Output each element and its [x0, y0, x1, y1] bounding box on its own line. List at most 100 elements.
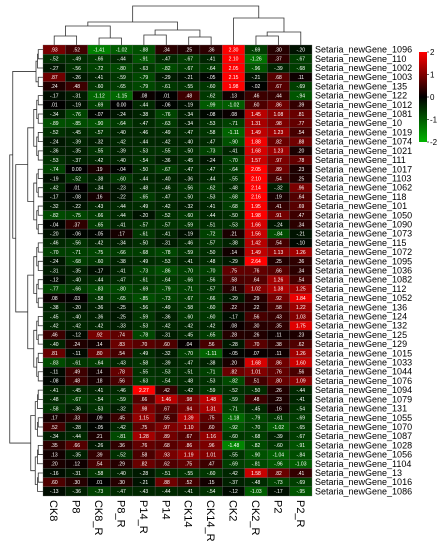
cell-value-label: .23 [297, 167, 304, 173]
column-dendrogram [53, 5, 302, 45]
cell-value-label: -.51 [162, 471, 171, 477]
row-dendrogram-branch [37, 297, 43, 308]
cell-value-label: .86 [185, 443, 192, 449]
cell-value-label: .28 [230, 333, 237, 339]
cell-value-label: -.66 [72, 287, 81, 293]
cell-value-label: .35 [51, 443, 58, 449]
cell-value-label: .98 [140, 406, 147, 412]
cell-value-label: -.66 [95, 213, 104, 219]
column-label: CK14_R [204, 500, 216, 542]
cell-value-label: -.45 [50, 314, 59, 320]
cell-value-label: .93 [51, 47, 58, 53]
cell-value-label: -.44 [140, 103, 149, 109]
cell-value-label: -.38 [207, 360, 216, 366]
cell-value-label: .83 [118, 342, 125, 348]
row-label: Setaria_newGene_110 [315, 54, 406, 64]
cell-value-label: -.21 [296, 231, 305, 237]
row-label: Setaria_newGene_1096 [315, 45, 412, 55]
cell-value-label: -.44 [207, 213, 216, 219]
cell-value-label: -.20 [296, 47, 305, 53]
cell-value-label: -.66 [95, 57, 104, 63]
cell-value-label: -.71 [184, 287, 193, 293]
cell-value-label: -.80 [117, 66, 126, 72]
cell-value-label: -.42 [184, 324, 193, 330]
cell-value-label: -.64 [229, 167, 238, 173]
row-label: Setaria_newGene_1072 [315, 247, 412, 257]
column-label: CK2_R [249, 500, 261, 536]
cell-value-label: -1.03 [295, 462, 307, 468]
cell-value-label: .23 [297, 333, 304, 339]
cell-value-label: -.11 [50, 370, 58, 376]
cell-value-label: -.82 [162, 66, 171, 72]
cell-value-label: 1.25 [296, 287, 306, 293]
cell-value-label: -.17 [274, 489, 283, 495]
cell-value-label: .54 [96, 462, 103, 468]
row-label: Setaria_newGene_1103 [315, 173, 411, 183]
cell-value-label: .74 [118, 333, 125, 339]
cell-value-label: .64 [297, 195, 304, 201]
cell-value-label: -.70 [229, 158, 238, 164]
cell-value-label: .75 [140, 425, 147, 431]
cell-value-label: -.48 [50, 397, 59, 403]
cell-value-label: -.70 [184, 268, 193, 274]
cell-value-label: -.04 [117, 167, 126, 173]
cell-value-label: .34 [297, 222, 304, 228]
cell-value-label: .34 [163, 47, 170, 53]
cell-value-label: 1.75 [296, 324, 306, 330]
cell-value-label: -.53 [162, 370, 171, 376]
cell-value-label: .92 [96, 333, 103, 339]
row-label: Setaria_newGene_1016 [315, 477, 412, 487]
cell-value-label: -.39 [274, 66, 283, 72]
cell-value-label: 1.16 [206, 434, 216, 440]
cell-value-label: .52 [185, 480, 192, 486]
cell-value-label: -.54 [140, 158, 149, 164]
row-label: Setaria_newGene_1090 [315, 219, 412, 229]
cell-value-label: 1.26 [296, 351, 306, 357]
cell-value-label: .41 [275, 204, 282, 210]
cell-value-label: -.57 [162, 222, 171, 228]
cell-value-label: 1.01 [206, 452, 216, 458]
cell-value-label: -.52 [229, 388, 238, 394]
row-label: Setaria_newGene_118 [315, 192, 406, 202]
row-label: Setaria_newGene_1087 [315, 431, 412, 441]
cell-value-label: -.69 [296, 84, 305, 90]
cell-value-label: -.53 [140, 324, 149, 330]
cell-value-label: .17 [51, 416, 58, 422]
cell-value-label: -.60 [184, 213, 193, 219]
cell-value-label: .19 [275, 195, 282, 201]
cell-value-label: .20 [297, 149, 304, 155]
cell-value-label: -.81 [117, 434, 126, 440]
cell-value-label: .82 [230, 370, 237, 376]
cell-value-label: 2.16 [251, 195, 261, 201]
cell-value-label: -.65 [117, 296, 126, 302]
cell-value-label: -.73 [162, 296, 171, 302]
cell-value-label: -.83 [95, 287, 104, 293]
cell-value-label: -.42 [117, 425, 126, 431]
cell-value-label: -.50 [207, 250, 216, 256]
cell-value-label: -.46 [50, 241, 59, 247]
cell-value-label: -.52 [50, 130, 59, 136]
column-dendrogram-branch [132, 5, 260, 22]
cell-value-label: 1.98 [229, 84, 239, 90]
cell-value-label: -.26 [72, 75, 81, 81]
cell-value-label: -.76 [162, 112, 171, 118]
cell-value-label: .24 [51, 84, 58, 90]
cell-value-label: -.34 [50, 434, 59, 440]
cell-value-label: .54 [275, 176, 282, 182]
cell-value-label: .46 [51, 333, 58, 339]
cell-value-label: 1.98 [251, 213, 261, 219]
cell-value-label: -.59 [140, 314, 149, 320]
cell-value-label: .76 [275, 370, 282, 376]
cell-value-label: -.32 [274, 185, 283, 191]
cell-value-label: -.54 [296, 406, 305, 412]
cell-value-label: -.75 [72, 213, 81, 219]
cell-value-label: .48 [73, 84, 80, 90]
cell-value-label: -.42 [95, 324, 104, 330]
cell-value-label: -.27 [50, 66, 59, 72]
cell-value-label: 1.23 [274, 149, 284, 155]
cell-value-label: .80 [275, 379, 282, 385]
cell-value-label: -.60 [229, 434, 238, 440]
cell-value-label: -.58 [140, 360, 149, 366]
cell-value-label: -.47 [140, 121, 149, 127]
cell-value-label: -.60 [207, 314, 216, 320]
